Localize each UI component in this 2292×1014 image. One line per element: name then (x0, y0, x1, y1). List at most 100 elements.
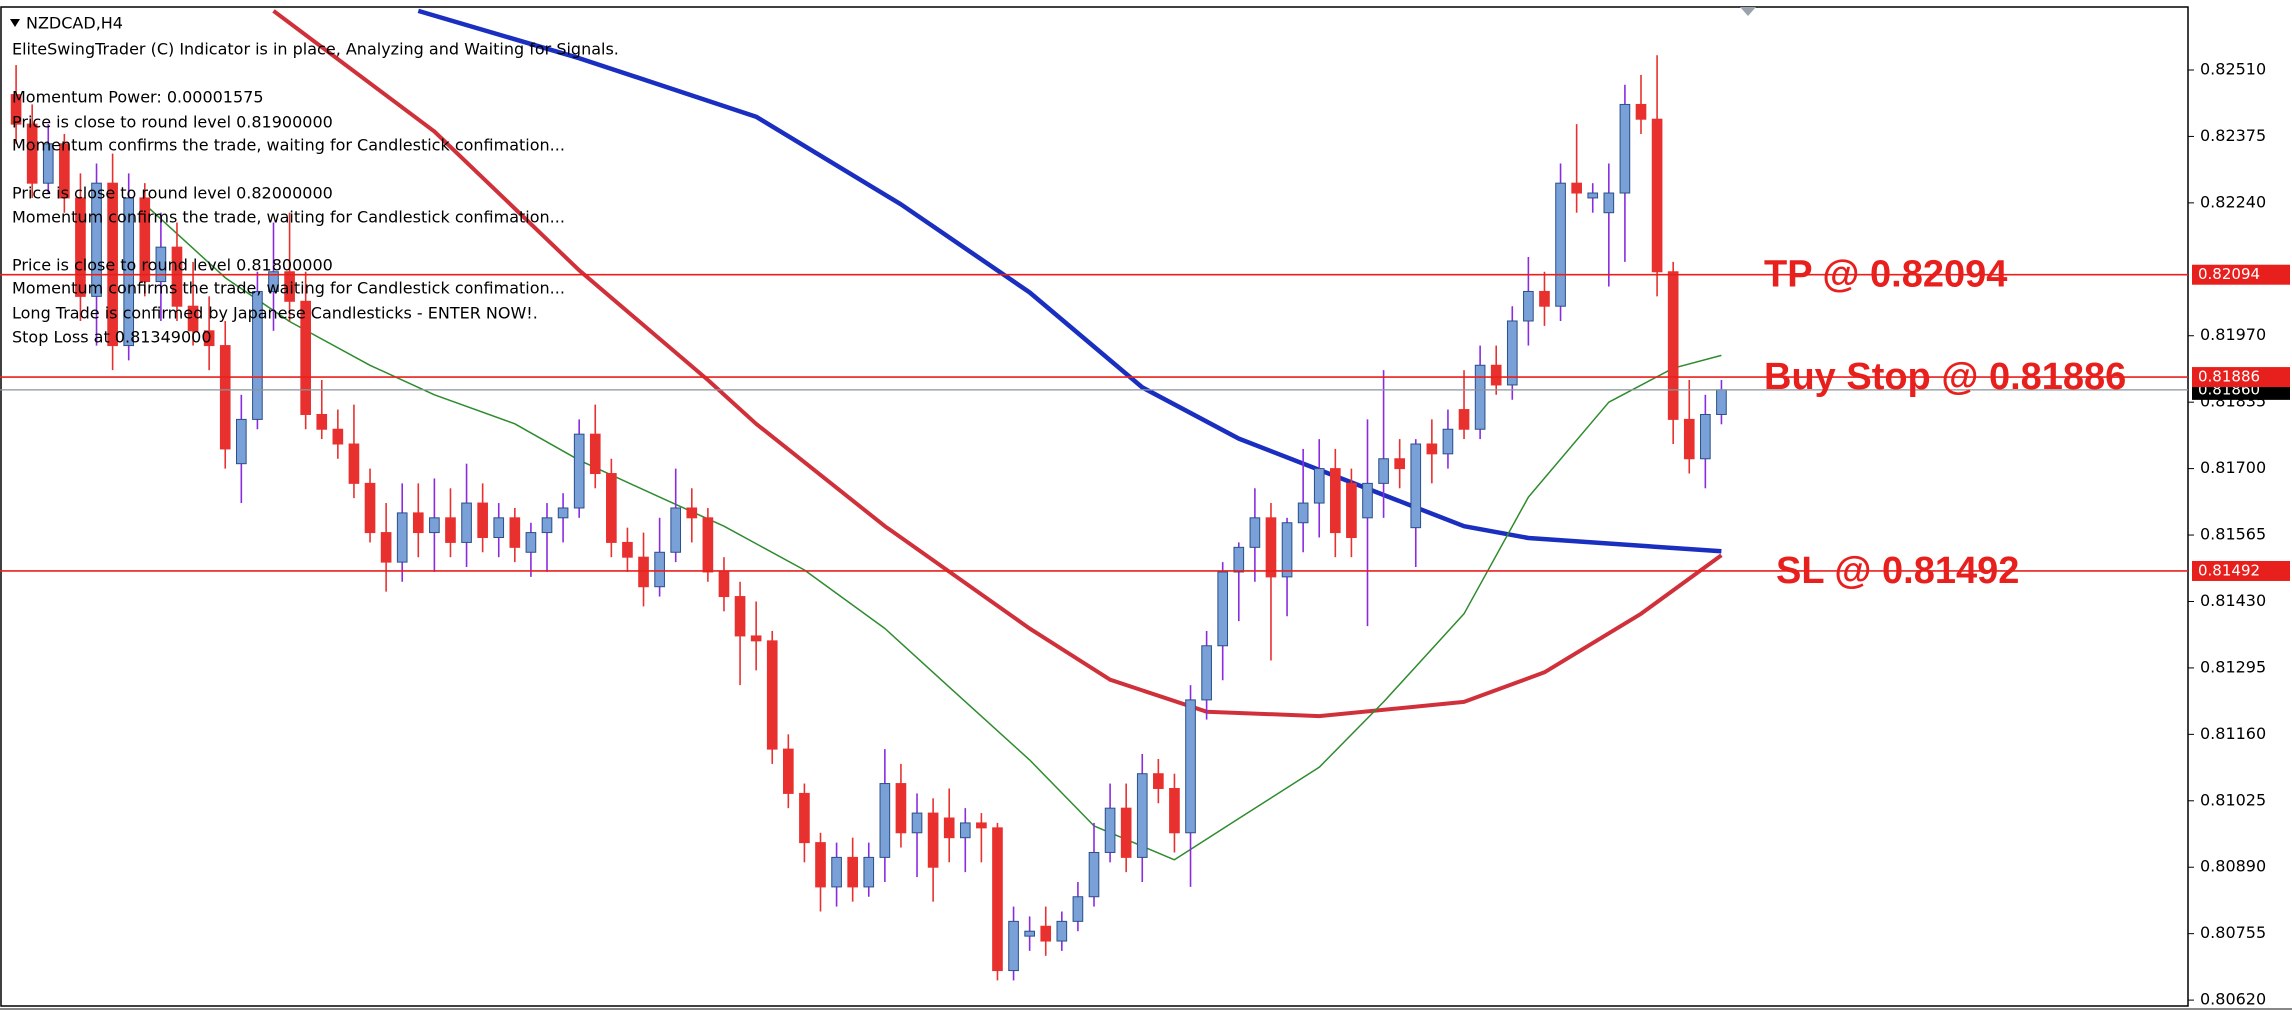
candle-body (1619, 103, 1631, 194)
candle-body (1683, 418, 1695, 460)
level-box (2192, 560, 2290, 581)
candle-body (187, 305, 199, 332)
candle-body (831, 856, 842, 888)
candle-body (1185, 699, 1196, 834)
level-label: TP @ 0.82094 (1764, 254, 2007, 296)
candle-body (364, 482, 376, 534)
y-tick-label: 0.81700 (2200, 458, 2266, 477)
candle-body (252, 290, 263, 420)
candle-body (10, 94, 22, 125)
candle-body (1587, 192, 1599, 199)
y-tick-label: 0.81430 (2200, 591, 2266, 610)
candle-body (412, 512, 424, 534)
candle-body (1088, 851, 1100, 898)
candle-body (1474, 364, 1486, 430)
candle-body (1716, 389, 1727, 415)
level-box (2192, 264, 2290, 285)
y-tick-label: 0.81160 (2200, 724, 2266, 743)
candle-body (992, 827, 1003, 972)
candle-body (1362, 482, 1373, 519)
candle-body (1523, 290, 1534, 322)
candle-body (1539, 290, 1550, 307)
candle-body (782, 748, 794, 794)
indicator-note: Long Trade is confirmed by Japanese Cand… (12, 304, 538, 323)
plot (10, 8, 1727, 981)
moving-average (144, 203, 1722, 861)
candle-body (268, 271, 279, 292)
candle-body (1281, 522, 1293, 578)
candle-body (557, 507, 569, 519)
indicator-note: Momentum confirms the trade, waiting for… (12, 208, 565, 227)
candle-body (509, 517, 521, 548)
candle-body (284, 271, 295, 302)
candle-body (123, 197, 135, 347)
chart-title: NZDCAD,H4 (26, 14, 123, 33)
candle-body (1024, 930, 1035, 937)
candle-body (1458, 409, 1470, 430)
candle-body (107, 182, 118, 347)
candle-body (429, 517, 440, 534)
candle-body (1008, 920, 1019, 972)
indicator-note: Price is close to round level 0.82000000 (12, 184, 333, 203)
plot-frame (0, 6, 2189, 1007)
candle-body (1426, 443, 1438, 455)
candle-body (1136, 773, 1148, 858)
candle-body (895, 783, 907, 834)
candle-body (863, 856, 875, 888)
y-tick-label: 0.81970 (2200, 325, 2266, 344)
candle-body (26, 123, 38, 184)
level-label: Buy Stop @ 0.81886 (1764, 356, 2126, 398)
indicator-note: Momentum Power: 0.00001575 (12, 88, 264, 107)
candle-body (75, 197, 86, 297)
candle-body (1571, 182, 1582, 194)
candle-body (718, 571, 730, 598)
candle-body (976, 822, 987, 829)
candle-body (1233, 546, 1245, 573)
candle-body (1394, 458, 1406, 470)
candle-body (815, 842, 826, 888)
indicator-note: Price is close to round level 0.81900000 (12, 113, 333, 132)
candle-body (493, 517, 505, 539)
candle-body (1329, 468, 1341, 534)
candle-body (1378, 458, 1389, 484)
y-tick-label: 0.81565 (2200, 525, 2266, 544)
y-tick-label: 0.82375 (2200, 126, 2266, 145)
candle-body (927, 812, 939, 868)
candle-body (332, 428, 344, 445)
candle-body (1040, 925, 1052, 942)
candle-body (461, 502, 472, 543)
indicator-note: Momentum confirms the trade, waiting for… (12, 279, 565, 298)
candle-body (847, 856, 859, 888)
candle-body (91, 182, 102, 297)
level-box (2192, 367, 2290, 388)
candle-body (1056, 920, 1068, 942)
candle-body (1651, 118, 1663, 273)
candle-body (879, 783, 891, 858)
candle-body (589, 433, 601, 475)
shift-marker (1740, 7, 1756, 16)
candle-body (348, 443, 360, 484)
candle-body (799, 792, 810, 844)
candle-body (380, 532, 392, 563)
candle-body (1555, 182, 1566, 307)
candle-body (1249, 517, 1261, 548)
candle-body (316, 413, 328, 430)
candle-body (1169, 787, 1180, 834)
indicator-note: Stop Loss at 0.81349000 (12, 328, 212, 347)
candle-body (654, 551, 665, 588)
y-tick-label: 0.82240 (2200, 192, 2266, 211)
candle-body (911, 812, 923, 834)
level-value-label: 0.82094 (2198, 265, 2260, 283)
candle-body (750, 635, 762, 642)
y-tick-label: 0.81295 (2200, 657, 2266, 676)
candle-body (622, 541, 633, 558)
candle-body (1490, 364, 1502, 386)
indicator-note: EliteSwingTrader (C) Indicator is in pla… (12, 40, 619, 59)
title-arrow (10, 19, 20, 27)
candle-body (1120, 807, 1132, 858)
y-tick-label: 0.80755 (2200, 923, 2266, 942)
candle-body (702, 517, 714, 573)
candle-body (396, 512, 408, 563)
candle-body (1265, 517, 1277, 578)
